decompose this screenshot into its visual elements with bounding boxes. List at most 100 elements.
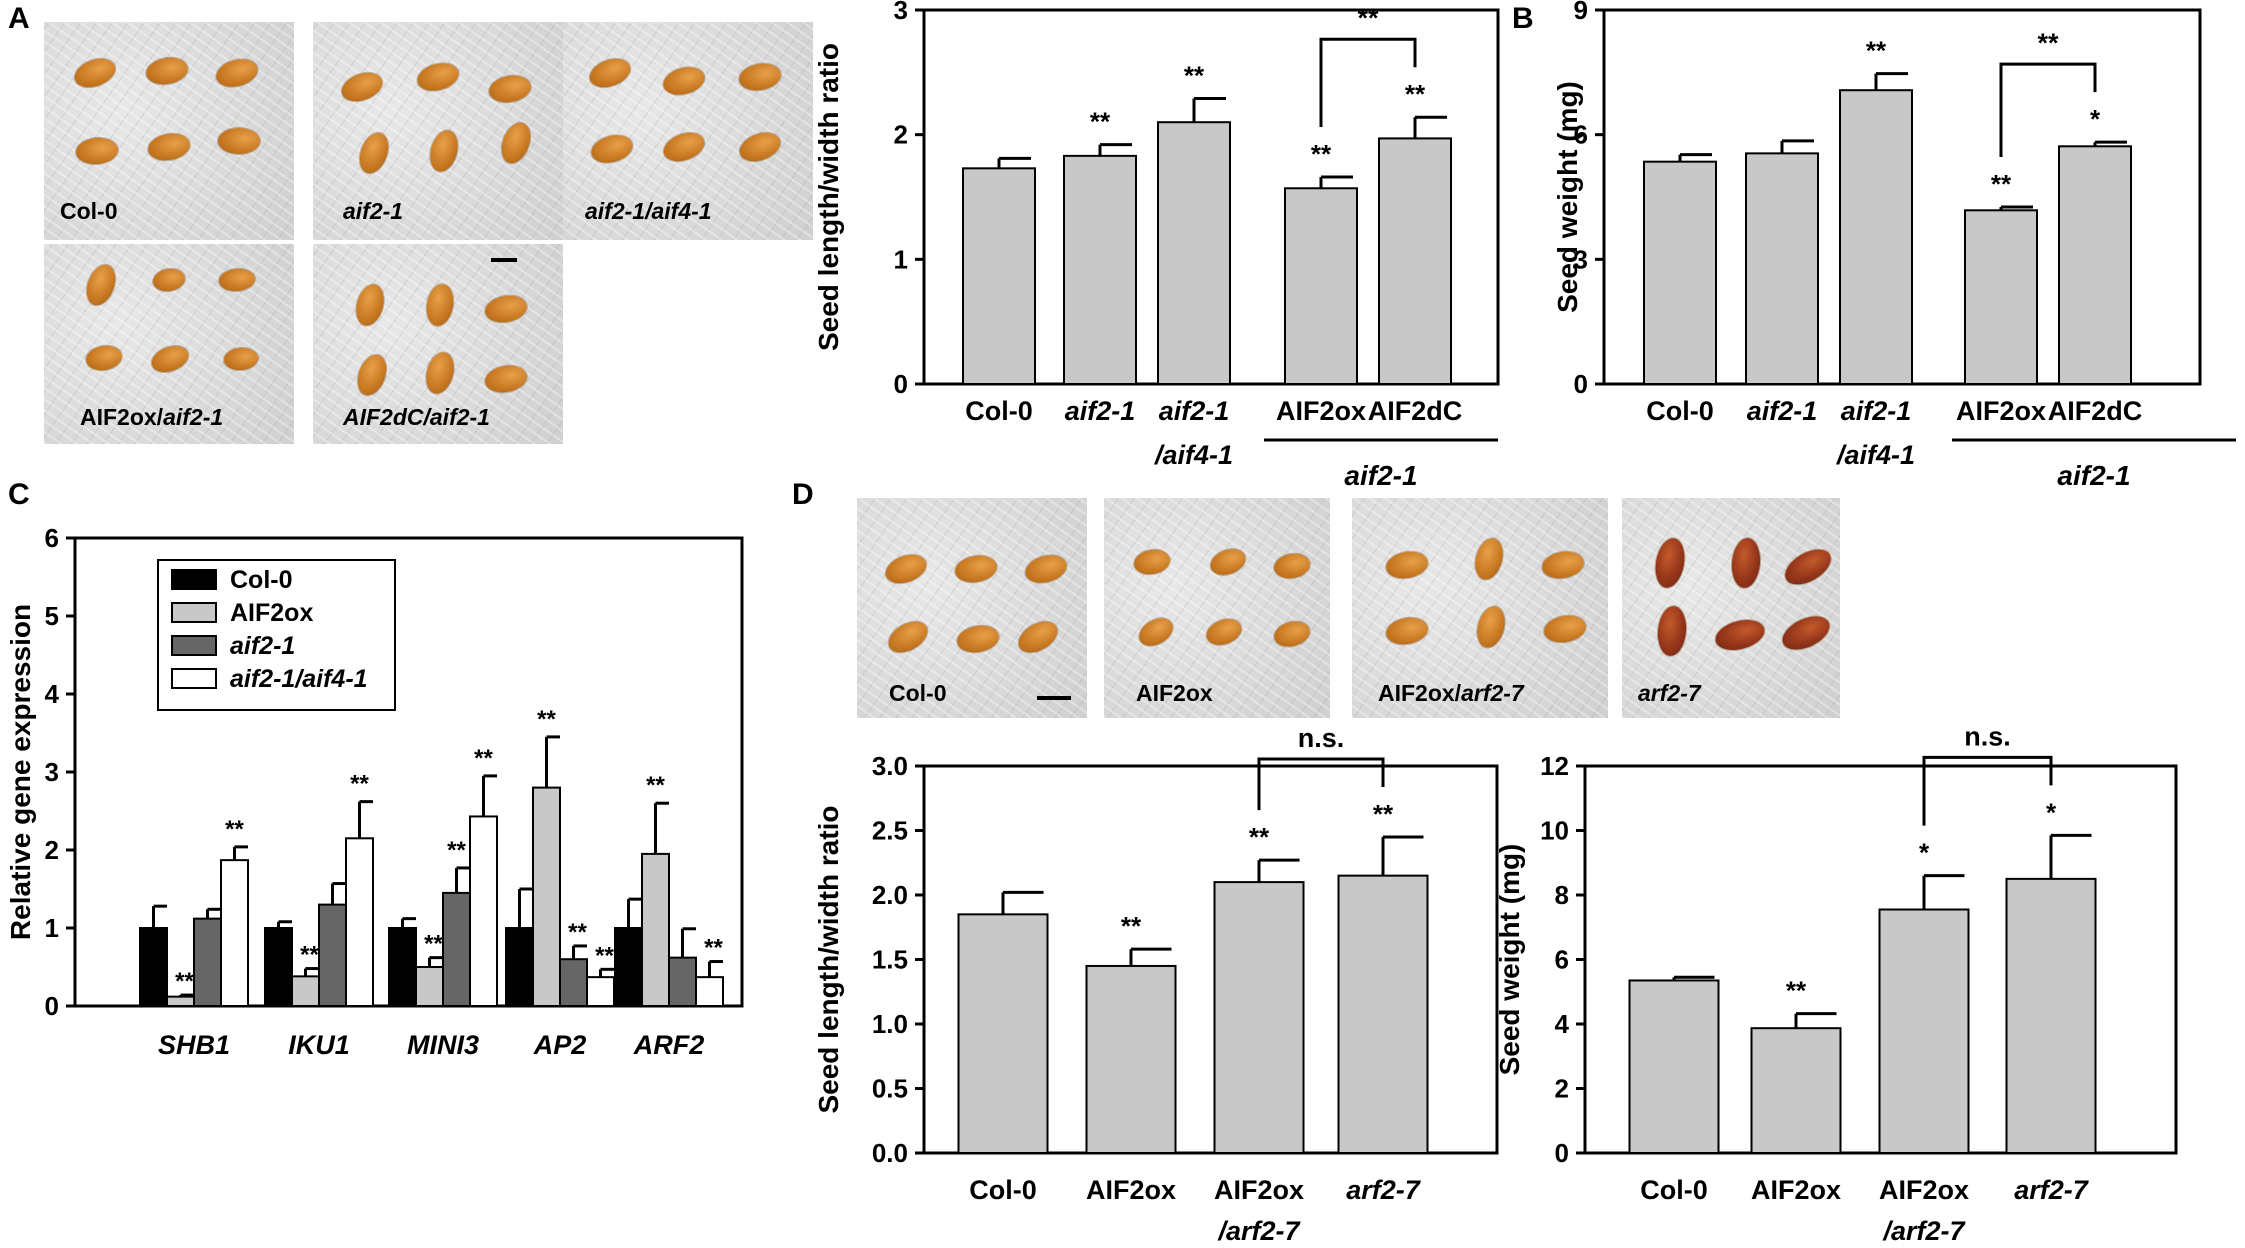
seed-photo-aif2dc: AIF2dC/aif2-1 bbox=[313, 244, 563, 444]
panel-letter-c: C bbox=[8, 478, 30, 511]
y-tick-label: 6 bbox=[1574, 120, 1588, 150]
x-tick-label: IKU1 bbox=[288, 1030, 350, 1060]
y-tick-label: 2 bbox=[894, 120, 908, 150]
y-tick-label: 1.0 bbox=[872, 1009, 908, 1039]
y-tick-label: 2 bbox=[45, 835, 59, 865]
x-tick-label: AIF2ox bbox=[1879, 1175, 1969, 1205]
legend-box bbox=[157, 559, 396, 711]
seed-photo-aif2ox: AIF2ox/aif2-1 bbox=[44, 244, 294, 444]
group-label: aif2-1 bbox=[2057, 460, 2130, 491]
significance-mark: * bbox=[1919, 838, 1930, 868]
significance-mark: ** bbox=[1373, 799, 1394, 829]
scale-bar bbox=[491, 258, 517, 262]
y-axis-label: Relative gene expression bbox=[5, 604, 36, 940]
photo-label: AIF2dC/aif2-1 bbox=[343, 404, 490, 430]
bar bbox=[1750, 1027, 1842, 1155]
significance-mark: ** bbox=[568, 919, 587, 946]
seed-photo-d-aif2ox-arf2-7: AIF2ox/arf2-7 bbox=[1352, 498, 1608, 718]
y-tick-label: 3 bbox=[894, 0, 908, 25]
seed-photo-d-col0: Col-0 bbox=[857, 498, 1087, 718]
legend-swatch bbox=[171, 602, 217, 623]
seed-photo-d-arf2-7: arf2-7 bbox=[1622, 498, 1840, 718]
bar bbox=[442, 891, 471, 1008]
legend-label: AIF2ox bbox=[230, 599, 313, 627]
x-tick-label: /arf2-7 bbox=[1217, 1216, 1301, 1246]
legend-label: aif2-1 bbox=[230, 632, 295, 660]
comparison-bracket bbox=[1999, 62, 2097, 157]
legend-swatch bbox=[171, 635, 217, 656]
bar bbox=[641, 852, 670, 1008]
x-tick-label: /aif4-1 bbox=[1836, 440, 1915, 470]
bar bbox=[469, 815, 498, 1008]
legend-label: aif2-1/aif4-1 bbox=[230, 665, 368, 693]
significance-mark: ** bbox=[1090, 107, 1111, 137]
significance-mark: ** bbox=[300, 942, 319, 969]
significance-mark: ** bbox=[424, 931, 443, 958]
significance-mark: ** bbox=[537, 706, 556, 733]
x-tick-label: arf2-7 bbox=[1346, 1175, 1422, 1205]
y-tick-label: 0 bbox=[1574, 369, 1588, 399]
y-tick-label: 0.0 bbox=[872, 1138, 908, 1168]
bar bbox=[2005, 877, 2097, 1154]
significance-mark: ** bbox=[225, 816, 244, 843]
y-tick-label: 2.0 bbox=[872, 880, 908, 910]
comparison-bracket bbox=[1257, 757, 1385, 811]
bar bbox=[264, 927, 293, 1007]
y-tick-label: 4 bbox=[45, 679, 60, 709]
bar bbox=[586, 976, 615, 1008]
bar bbox=[1878, 908, 1970, 1155]
y-axis-label: Seed length/width ratio bbox=[813, 43, 844, 351]
significance-mark: ** bbox=[1991, 169, 2012, 199]
significance-mark: ** bbox=[1786, 976, 1807, 1006]
y-tick-label: 1.5 bbox=[872, 945, 908, 975]
y-axis-label: Seed weight (mg) bbox=[1552, 81, 1583, 313]
x-tick-label: AIF2ox bbox=[1751, 1175, 1841, 1205]
significance-mark: ** bbox=[595, 942, 614, 969]
photo-label: AIF2ox bbox=[1136, 680, 1213, 706]
significance-mark: ** bbox=[1249, 822, 1270, 852]
panel-letter-a: A bbox=[8, 2, 30, 35]
y-tick-label: 6 bbox=[45, 523, 59, 553]
x-tick-label: AIF2ox bbox=[1086, 1175, 1176, 1205]
x-tick-label: Col-0 bbox=[965, 396, 1033, 426]
bar bbox=[1964, 209, 2038, 385]
significance-mark: ** bbox=[704, 935, 723, 962]
significance-mark: * bbox=[2090, 104, 2101, 134]
y-tick-label: 1 bbox=[45, 913, 59, 943]
x-tick-label: AIF2ox bbox=[1276, 396, 1366, 426]
y-tick-label: 9 bbox=[1574, 0, 1588, 25]
bar bbox=[1085, 964, 1177, 1155]
photo-label: AIF2ox/arf2-7 bbox=[1378, 680, 1524, 706]
y-axis-label: Seed weight (mg) bbox=[1494, 844, 1525, 1076]
x-tick-label: aif2-1 bbox=[1747, 396, 1818, 426]
x-tick-label: MINI3 bbox=[407, 1030, 479, 1060]
bar bbox=[345, 837, 374, 1007]
seed-photo-aif2-1-aif4-1: aif2-1/aif4-1 bbox=[563, 22, 813, 240]
y-tick-label: 0 bbox=[45, 991, 59, 1021]
x-tick-label: AIF2ox bbox=[1956, 396, 2046, 426]
y-tick-label: 12 bbox=[1540, 751, 1569, 781]
y-tick-label: 0 bbox=[894, 369, 908, 399]
plot-frame bbox=[922, 764, 1499, 1155]
x-tick-label: SHB1 bbox=[158, 1030, 230, 1060]
photo-label: arf2-7 bbox=[1638, 680, 1701, 706]
x-tick-label: ARF2 bbox=[633, 1030, 705, 1060]
bar bbox=[388, 927, 417, 1007]
significance-mark: ** bbox=[1184, 61, 1205, 91]
x-tick-label: AIF2dC bbox=[2048, 396, 2143, 426]
y-tick-label: 3 bbox=[1574, 244, 1588, 274]
y-tick-label: 2 bbox=[1555, 1074, 1569, 1104]
x-tick-label: AP2 bbox=[533, 1030, 587, 1060]
y-tick-label: 3 bbox=[45, 757, 59, 787]
bar bbox=[1337, 874, 1429, 1155]
bar bbox=[614, 927, 643, 1007]
comparison-label: n.s. bbox=[1964, 721, 2011, 751]
significance-mark: ** bbox=[1121, 911, 1142, 941]
comparison-label: ** bbox=[2037, 28, 2059, 58]
bar bbox=[957, 913, 1049, 1154]
y-tick-label: 5 bbox=[45, 601, 59, 631]
significance-mark: ** bbox=[1311, 139, 1332, 169]
bar bbox=[1839, 89, 1913, 386]
bar bbox=[2058, 145, 2132, 385]
x-tick-label: /arf2-7 bbox=[1882, 1216, 1966, 1246]
